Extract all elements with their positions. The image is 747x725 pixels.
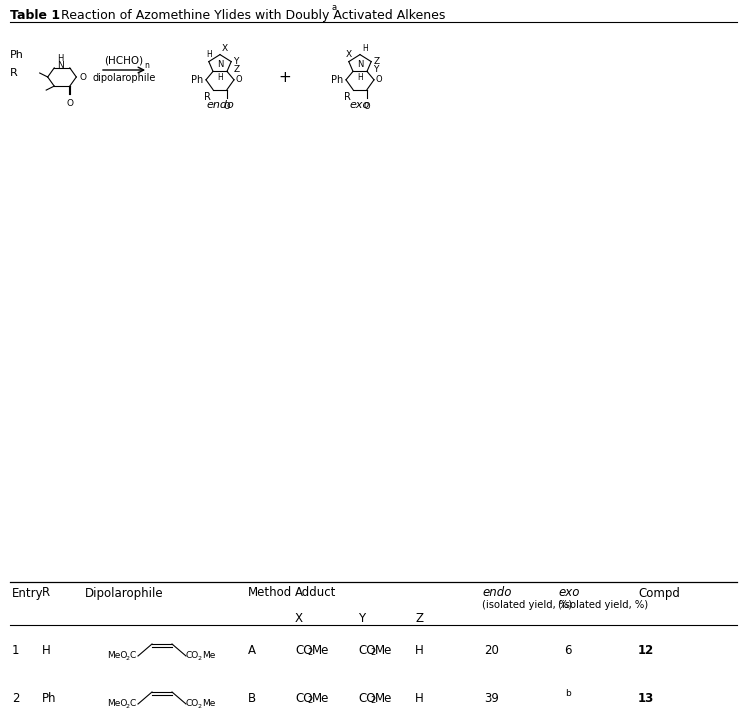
Text: 2: 2: [307, 648, 312, 657]
Text: Z: Z: [233, 65, 239, 74]
Text: 2: 2: [370, 696, 375, 705]
Text: H: H: [206, 50, 212, 59]
Text: CO: CO: [358, 644, 376, 657]
Text: (isolated yield, %): (isolated yield, %): [558, 600, 648, 610]
Text: n: n: [144, 61, 149, 70]
Text: Z: Z: [374, 57, 379, 66]
Text: Y: Y: [358, 611, 365, 624]
Text: O: O: [364, 102, 371, 111]
Text: X: X: [295, 611, 303, 624]
Text: 12: 12: [638, 644, 654, 657]
Text: Table 1: Table 1: [10, 9, 60, 22]
Text: exo: exo: [350, 100, 370, 110]
Text: O: O: [66, 99, 73, 108]
Text: 6: 6: [564, 644, 571, 657]
Text: a: a: [332, 3, 337, 12]
Text: Z: Z: [415, 611, 423, 624]
Text: MeO: MeO: [107, 652, 128, 660]
Text: Dipolarophile: Dipolarophile: [85, 587, 164, 600]
Text: H: H: [217, 72, 223, 82]
Text: Me: Me: [375, 644, 392, 657]
Text: N: N: [217, 60, 223, 70]
Text: 2: 2: [198, 703, 202, 708]
Text: R: R: [204, 91, 211, 102]
Text: endo: endo: [482, 587, 512, 600]
Text: A: A: [248, 644, 256, 657]
Text: MeO: MeO: [107, 700, 128, 708]
Text: 2: 2: [12, 692, 19, 705]
Text: Method: Method: [248, 587, 292, 600]
Text: C: C: [130, 652, 136, 660]
Text: N: N: [357, 60, 363, 70]
Text: H: H: [415, 644, 424, 657]
Text: +: +: [279, 70, 291, 85]
Text: O: O: [223, 102, 230, 111]
Text: O: O: [236, 75, 243, 84]
Text: X: X: [222, 44, 228, 53]
Text: Me: Me: [202, 700, 215, 708]
Text: C: C: [130, 700, 136, 708]
Text: H: H: [362, 44, 368, 53]
Text: B: B: [248, 692, 256, 705]
Text: O: O: [376, 75, 382, 84]
Text: 2: 2: [370, 648, 375, 657]
Text: R: R: [344, 91, 351, 102]
Text: Me: Me: [202, 652, 215, 660]
Text: H: H: [42, 644, 51, 657]
Text: CO: CO: [295, 692, 312, 705]
Text: (HCHO): (HCHO): [105, 55, 143, 65]
Text: endo: endo: [206, 100, 234, 110]
Text: Y: Y: [374, 65, 379, 74]
Text: dipolarophile: dipolarophile: [93, 73, 155, 83]
Text: Me: Me: [312, 644, 329, 657]
Text: Me: Me: [375, 692, 392, 705]
Text: H: H: [57, 54, 63, 63]
Text: b: b: [565, 689, 571, 698]
Text: 2: 2: [307, 696, 312, 705]
Text: R: R: [10, 68, 18, 78]
Text: Entry: Entry: [12, 587, 43, 600]
Text: X: X: [346, 50, 352, 59]
Text: exo: exo: [558, 587, 580, 600]
Text: Adduct: Adduct: [295, 587, 336, 600]
Text: H: H: [357, 72, 363, 82]
Text: Ph: Ph: [190, 75, 203, 85]
Text: R: R: [42, 587, 50, 600]
Text: Ph: Ph: [331, 75, 343, 85]
Text: 20: 20: [485, 644, 500, 657]
Text: 2: 2: [125, 655, 129, 660]
Text: 2: 2: [125, 703, 129, 708]
Text: 1: 1: [12, 644, 19, 657]
Text: 39: 39: [485, 692, 500, 705]
Text: 2: 2: [198, 655, 202, 660]
Text: Reaction of Azomethine Ylides with Doubly Activated Alkenes: Reaction of Azomethine Ylides with Doubl…: [57, 9, 445, 22]
Text: Y: Y: [233, 57, 238, 66]
Text: H: H: [415, 692, 424, 705]
Text: CO: CO: [186, 652, 199, 660]
Text: Ph: Ph: [42, 692, 57, 705]
Text: N: N: [57, 62, 63, 70]
Text: Ph: Ph: [10, 50, 24, 60]
Text: CO: CO: [186, 700, 199, 708]
Text: 13: 13: [638, 692, 654, 705]
Text: CO: CO: [295, 644, 312, 657]
Text: CO: CO: [358, 692, 376, 705]
Text: Me: Me: [312, 692, 329, 705]
Text: O: O: [79, 72, 87, 81]
Text: Compd: Compd: [638, 587, 680, 600]
Text: (isolated yield, %): (isolated yield, %): [482, 600, 572, 610]
